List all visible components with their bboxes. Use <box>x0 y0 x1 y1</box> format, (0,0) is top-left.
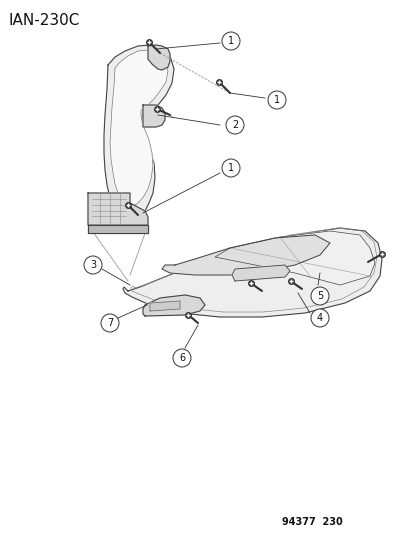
Text: 5: 5 <box>316 291 322 301</box>
Polygon shape <box>231 265 289 281</box>
Circle shape <box>84 256 102 274</box>
Polygon shape <box>88 193 147 225</box>
Text: 1: 1 <box>228 36 233 46</box>
Circle shape <box>173 349 190 367</box>
Polygon shape <box>123 228 381 317</box>
Polygon shape <box>147 45 170 70</box>
Polygon shape <box>104 45 173 221</box>
Polygon shape <box>150 301 180 311</box>
Circle shape <box>101 314 119 332</box>
Text: 1: 1 <box>228 163 233 173</box>
Text: 2: 2 <box>231 120 237 130</box>
Circle shape <box>221 32 240 50</box>
Circle shape <box>267 91 285 109</box>
Polygon shape <box>214 231 374 285</box>
Polygon shape <box>110 50 168 205</box>
Circle shape <box>310 287 328 305</box>
Polygon shape <box>142 295 204 316</box>
Circle shape <box>221 159 240 177</box>
Text: 4: 4 <box>316 313 322 323</box>
Polygon shape <box>161 235 329 275</box>
Circle shape <box>225 116 243 134</box>
Polygon shape <box>142 105 165 127</box>
Text: 1: 1 <box>273 95 279 105</box>
Text: 3: 3 <box>90 260 96 270</box>
Text: 7: 7 <box>107 318 113 328</box>
Circle shape <box>310 309 328 327</box>
Text: 6: 6 <box>178 353 185 363</box>
Polygon shape <box>88 225 147 233</box>
Text: IAN-230C: IAN-230C <box>8 13 79 28</box>
Text: 94377  230: 94377 230 <box>281 516 342 527</box>
